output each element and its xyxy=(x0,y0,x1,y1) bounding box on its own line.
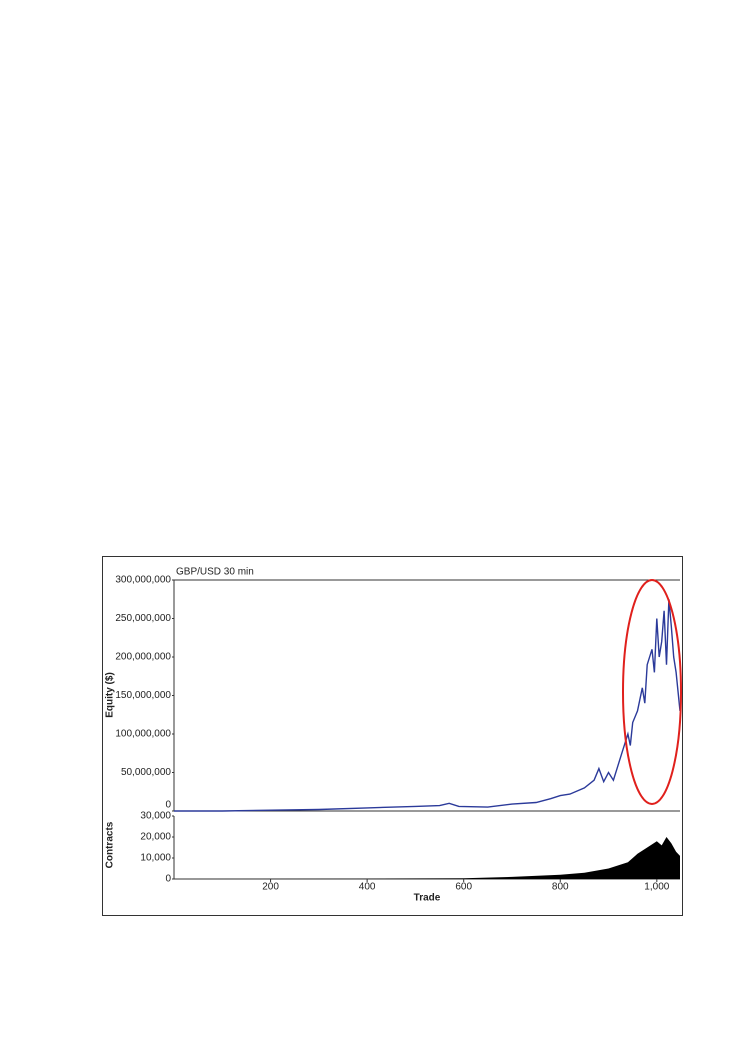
line xyxy=(174,599,681,812)
y-tick-label: 250,000,000 xyxy=(115,613,171,624)
y-tick-label: 20,000 xyxy=(140,832,171,843)
x-axis-title: Trade xyxy=(414,893,441,904)
chart-title: GBP/USD 30 min xyxy=(176,567,254,578)
y-axis-title: Contracts xyxy=(105,821,116,868)
y-tick-label: 0 xyxy=(165,800,171,811)
y-tick-label: 50,000,000 xyxy=(121,767,171,778)
y-tick-label: 10,000 xyxy=(140,853,171,864)
x-tick-label: 400 xyxy=(359,882,376,893)
y-tick-label: 30,000 xyxy=(140,811,171,822)
y-tick-label: 0 xyxy=(165,874,171,885)
y-tick-label: 200,000,000 xyxy=(115,652,171,663)
highlight-ellipse xyxy=(622,579,682,805)
y-tick-label: 100,000,000 xyxy=(115,729,171,740)
x-tick-label: 800 xyxy=(552,882,569,893)
plot: 0 50,000,000 100,000,000 150,000,000 200,000… xyxy=(115,575,681,893)
area xyxy=(174,837,680,879)
y-tick-label: 300,000,000 xyxy=(115,575,171,586)
x-tick-label: 200 xyxy=(262,882,279,893)
y-axis-title: Equity ($) xyxy=(105,672,116,718)
y-tick-label: 150,000,000 xyxy=(115,690,171,701)
x-tick-label: 1,000 xyxy=(644,882,669,893)
chart-frame xyxy=(102,556,683,916)
x-tick-label: 600 xyxy=(455,882,472,893)
